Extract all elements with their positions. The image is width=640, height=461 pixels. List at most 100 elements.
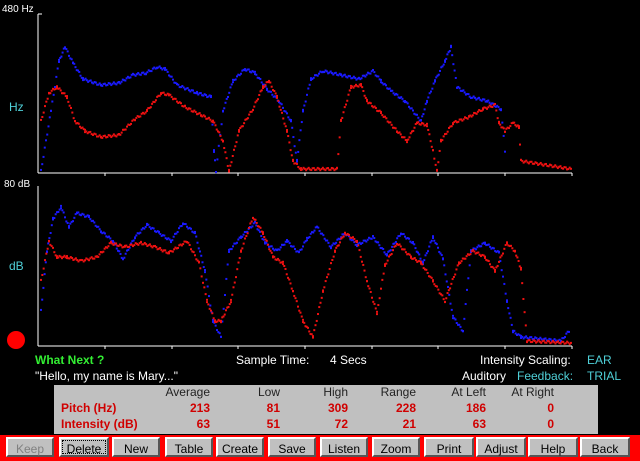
intensity-trace-blue [425, 252, 428, 255]
pitch-trace-red [358, 83, 361, 86]
intensity-trace-red [274, 258, 277, 261]
pitch-trace-blue [372, 69, 374, 72]
pitch-trace-red [94, 133, 97, 136]
intensity-trace-red [168, 251, 170, 254]
intensity-trace-red [506, 242, 508, 245]
new-button[interactable]: New [112, 437, 160, 457]
intensity-trace-blue [225, 277, 228, 280]
pitch-trace-red [366, 100, 368, 103]
intensity-trace-blue [176, 230, 179, 233]
pitch-trace-red [543, 163, 546, 166]
intensity-trace-blue [68, 225, 70, 228]
pitch-trace-blue [268, 90, 271, 93]
intensity-trace-blue [486, 243, 489, 246]
pitch-trace-red [357, 85, 360, 88]
intensity-trace-red [499, 256, 502, 259]
intensity-trace-red [518, 265, 521, 268]
pitch-trace-blue [204, 93, 207, 96]
intensity-trace-red [458, 261, 460, 264]
intensity-trace-red [177, 246, 179, 249]
intensity-trace-red [335, 246, 338, 249]
intensity-trace-blue [447, 285, 449, 288]
pitch-trace-blue [434, 80, 436, 83]
intensity-trace-blue [362, 239, 365, 242]
intensity-trace-blue [366, 238, 369, 241]
intensity-trace-blue [538, 337, 541, 340]
intensity-trace-blue [368, 236, 370, 239]
pitch-trace-red [343, 106, 346, 109]
pitch-trace-red [209, 118, 212, 121]
pitch-trace-red [350, 84, 352, 87]
pitch-trace-red [128, 123, 131, 126]
pitch-trace-blue [230, 83, 233, 86]
pitch-trace-blue [94, 81, 97, 84]
keep-button[interactable]: Keep [6, 437, 54, 457]
pitch-trace-blue [172, 78, 174, 81]
intensity-trace-red [372, 300, 375, 303]
pitch-trace-red [131, 119, 134, 122]
pitch-trace-blue [147, 69, 150, 72]
intensity-trace-blue [89, 218, 92, 221]
intensity-trace-blue [443, 264, 446, 267]
intensity-trace-red [179, 243, 182, 246]
pitch-trace-red [338, 136, 341, 139]
intensity-trace-blue [518, 334, 521, 337]
print-button[interactable]: Print [424, 437, 474, 457]
pitch-trace-blue [238, 74, 241, 77]
pitch-trace-red [198, 112, 201, 115]
pitch-trace-red [146, 109, 148, 112]
intensity-trace-blue [139, 231, 142, 234]
pitch-trace-blue [233, 78, 236, 81]
sample-time-label: Sample Time: [236, 353, 310, 367]
pitch-trace-blue [143, 73, 146, 76]
intensity-trace-blue [409, 240, 412, 243]
intensity-trace-blue [422, 261, 424, 264]
intensity-trace-blue [452, 314, 454, 317]
intensity-trace-blue [374, 240, 377, 243]
pitch-trace-red [238, 130, 240, 133]
adjust-button[interactable]: Adjust [476, 437, 526, 457]
table-button[interactable]: Table [165, 437, 213, 457]
pitch-trace-blue [193, 91, 196, 94]
intensity-trace-blue [561, 337, 564, 340]
intensity-trace-blue [190, 227, 192, 230]
pitch-trace-red [397, 131, 400, 134]
intensity-trace-red [152, 245, 155, 248]
intensity-scaling-value[interactable]: EAR [587, 353, 612, 367]
intensity-trace-blue [254, 220, 256, 223]
listen-button[interactable]: Listen [320, 437, 368, 457]
intensity-trace-red [412, 257, 415, 260]
save-button[interactable]: Save [268, 437, 316, 457]
pitch-trace-red [482, 107, 484, 110]
zoom-button[interactable]: Zoom [372, 437, 420, 457]
intensity-trace-red [267, 243, 269, 246]
pitch-trace-red [418, 123, 421, 126]
intensity-trace-red [289, 282, 292, 285]
intensity-trace-blue [549, 338, 552, 341]
intensity-trace-red [215, 321, 218, 324]
help-button[interactable]: Help [528, 437, 578, 457]
intensity-trace-red [315, 319, 318, 322]
pitch-trace-blue [497, 106, 500, 109]
intensity-trace-red [310, 333, 313, 336]
intensity-trace-red [129, 243, 132, 246]
feedback-value[interactable]: TRIAL [587, 369, 622, 383]
pitch-trace-blue [422, 113, 425, 116]
pitch-trace-blue [391, 89, 394, 92]
create-button[interactable]: Create [216, 437, 264, 457]
pitch-trace-red [217, 130, 219, 133]
pitch-trace-red [506, 126, 509, 129]
intensity-trace-red [272, 256, 274, 259]
intensity-trace-blue [558, 338, 561, 341]
back-button[interactable]: Back [580, 437, 630, 457]
pitch-trace-red [320, 168, 323, 171]
pitch-trace-blue [80, 76, 83, 79]
pitch-trace-blue [283, 110, 286, 113]
pitch-trace-red [453, 121, 456, 124]
pitch-trace-blue [237, 73, 240, 76]
intensity-trace-blue [404, 235, 406, 238]
delete-button[interactable]: Delete [59, 437, 109, 457]
intensity-trace-red [148, 243, 151, 246]
intensity-trace-blue [140, 228, 143, 231]
intensity-trace-red [82, 260, 85, 263]
